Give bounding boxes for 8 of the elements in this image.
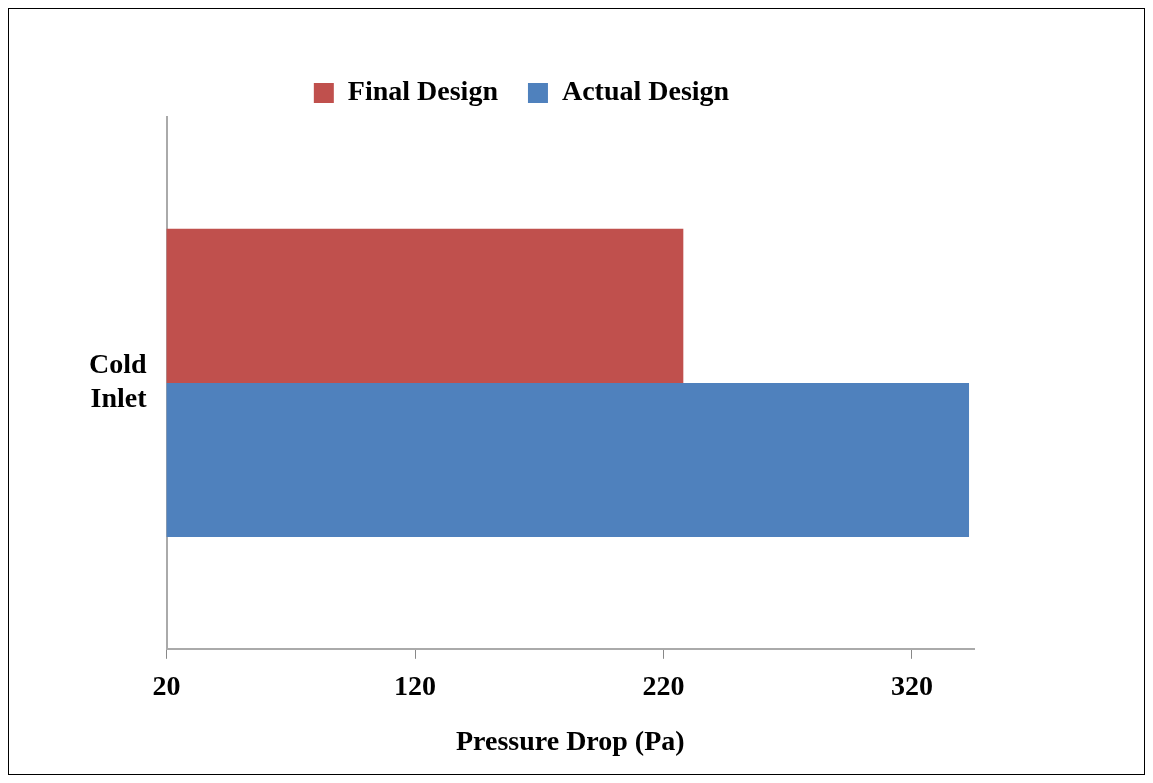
x-axis-title: Pressure Drop (Pa) [455, 725, 685, 757]
x-tick-label: 220 [642, 669, 685, 701]
legend-label: Final Design [347, 75, 499, 107]
legend-label: Actual Design [561, 75, 730, 107]
y-tick-label: Cold Inlet [88, 348, 148, 413]
x-tick-label: 120 [394, 669, 437, 701]
x-tick-label: 20 [152, 669, 181, 701]
x-tick-label: 320 [890, 669, 933, 701]
